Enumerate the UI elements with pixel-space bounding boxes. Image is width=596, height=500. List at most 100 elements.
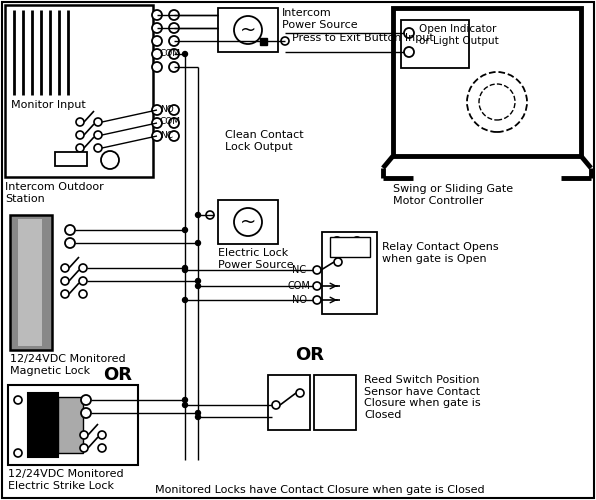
- Text: Reed Switch Position
Sensor have Contact
Closure when gate is
Closed: Reed Switch Position Sensor have Contact…: [364, 375, 480, 420]
- Circle shape: [152, 62, 162, 72]
- Circle shape: [182, 402, 188, 407]
- Circle shape: [152, 118, 162, 128]
- Circle shape: [81, 408, 91, 418]
- Circle shape: [152, 49, 162, 59]
- Circle shape: [98, 444, 106, 452]
- Circle shape: [313, 296, 321, 304]
- Text: 12/24VDC Monitored
Magnetic Lock: 12/24VDC Monitored Magnetic Lock: [10, 354, 126, 376]
- Text: COM: COM: [160, 48, 181, 58]
- Text: ~: ~: [240, 212, 256, 232]
- Circle shape: [80, 431, 88, 439]
- Text: NO: NO: [160, 104, 174, 114]
- Text: COM: COM: [287, 281, 310, 291]
- Text: Relay Contact Opens
when gate is Open: Relay Contact Opens when gate is Open: [382, 242, 499, 264]
- Circle shape: [332, 237, 342, 247]
- Circle shape: [234, 16, 262, 44]
- Circle shape: [101, 151, 119, 169]
- Text: OR: OR: [296, 346, 324, 364]
- Circle shape: [61, 290, 69, 298]
- Circle shape: [272, 401, 280, 409]
- Circle shape: [206, 211, 214, 219]
- Circle shape: [169, 62, 179, 72]
- Circle shape: [182, 398, 188, 402]
- Circle shape: [169, 36, 179, 46]
- Circle shape: [404, 47, 414, 57]
- Circle shape: [152, 105, 162, 115]
- Circle shape: [182, 266, 188, 270]
- Circle shape: [94, 131, 102, 139]
- Circle shape: [234, 208, 262, 236]
- Text: NO: NO: [292, 295, 307, 305]
- Circle shape: [195, 414, 200, 420]
- Text: Open Indicator
or Light Output: Open Indicator or Light Output: [419, 24, 499, 46]
- Circle shape: [14, 449, 22, 457]
- Bar: [10, 215, 52, 350]
- Circle shape: [169, 131, 179, 141]
- Text: Press to Exit Button Input: Press to Exit Button Input: [292, 33, 434, 43]
- Circle shape: [169, 10, 179, 20]
- Text: Monitored Locks have Contact Closure when gate is Closed: Monitored Locks have Contact Closure whe…: [155, 485, 485, 495]
- Circle shape: [76, 118, 84, 126]
- Circle shape: [65, 225, 75, 235]
- Circle shape: [61, 264, 69, 272]
- Text: Intercom
Power Source: Intercom Power Source: [282, 8, 358, 30]
- Circle shape: [152, 36, 162, 46]
- Circle shape: [79, 277, 87, 285]
- Circle shape: [281, 37, 289, 45]
- Text: Monitor Input: Monitor Input: [11, 100, 86, 110]
- Text: NC: NC: [292, 265, 306, 275]
- Circle shape: [169, 105, 179, 115]
- Circle shape: [182, 228, 188, 232]
- Circle shape: [479, 84, 515, 120]
- Circle shape: [195, 212, 200, 218]
- Bar: [28, 393, 58, 457]
- Circle shape: [152, 131, 162, 141]
- Circle shape: [14, 396, 22, 404]
- Text: OR: OR: [104, 366, 132, 384]
- Text: ~: ~: [240, 20, 256, 40]
- Text: 12/24VDC Monitored
Electric Strike Lock: 12/24VDC Monitored Electric Strike Lock: [8, 469, 123, 490]
- Circle shape: [182, 298, 188, 302]
- Bar: [260, 38, 267, 45]
- Circle shape: [195, 278, 200, 283]
- Circle shape: [467, 72, 527, 132]
- Circle shape: [296, 389, 304, 397]
- Circle shape: [65, 238, 75, 248]
- Circle shape: [79, 264, 87, 272]
- Circle shape: [404, 28, 414, 38]
- Bar: [8, 385, 138, 465]
- Bar: [330, 237, 370, 257]
- Bar: [55, 152, 87, 166]
- Text: Clean Contact
Lock Output: Clean Contact Lock Output: [225, 130, 303, 152]
- Circle shape: [152, 10, 162, 20]
- Text: Intercom Outdoor
Station: Intercom Outdoor Station: [5, 182, 104, 204]
- Text: Electric Lock
Power Source: Electric Lock Power Source: [218, 248, 294, 270]
- Circle shape: [169, 23, 179, 33]
- Circle shape: [195, 240, 200, 246]
- Circle shape: [313, 266, 321, 274]
- Bar: [58, 397, 83, 453]
- Circle shape: [182, 268, 188, 272]
- Circle shape: [94, 144, 102, 152]
- Bar: [314, 375, 356, 430]
- Bar: [268, 375, 310, 430]
- Bar: [393, 8, 581, 156]
- Circle shape: [79, 290, 87, 298]
- Text: NC: NC: [160, 130, 173, 140]
- Bar: [401, 20, 469, 68]
- Circle shape: [195, 410, 200, 416]
- Circle shape: [169, 49, 179, 59]
- Circle shape: [152, 23, 162, 33]
- Circle shape: [334, 258, 342, 266]
- Bar: [218, 8, 278, 52]
- Bar: [18, 219, 42, 346]
- Circle shape: [195, 284, 200, 288]
- Circle shape: [94, 118, 102, 126]
- Bar: [5, 5, 153, 177]
- Circle shape: [169, 118, 179, 128]
- Circle shape: [352, 237, 362, 247]
- Circle shape: [313, 282, 321, 290]
- Bar: [322, 232, 377, 314]
- Circle shape: [98, 431, 106, 439]
- Circle shape: [76, 144, 84, 152]
